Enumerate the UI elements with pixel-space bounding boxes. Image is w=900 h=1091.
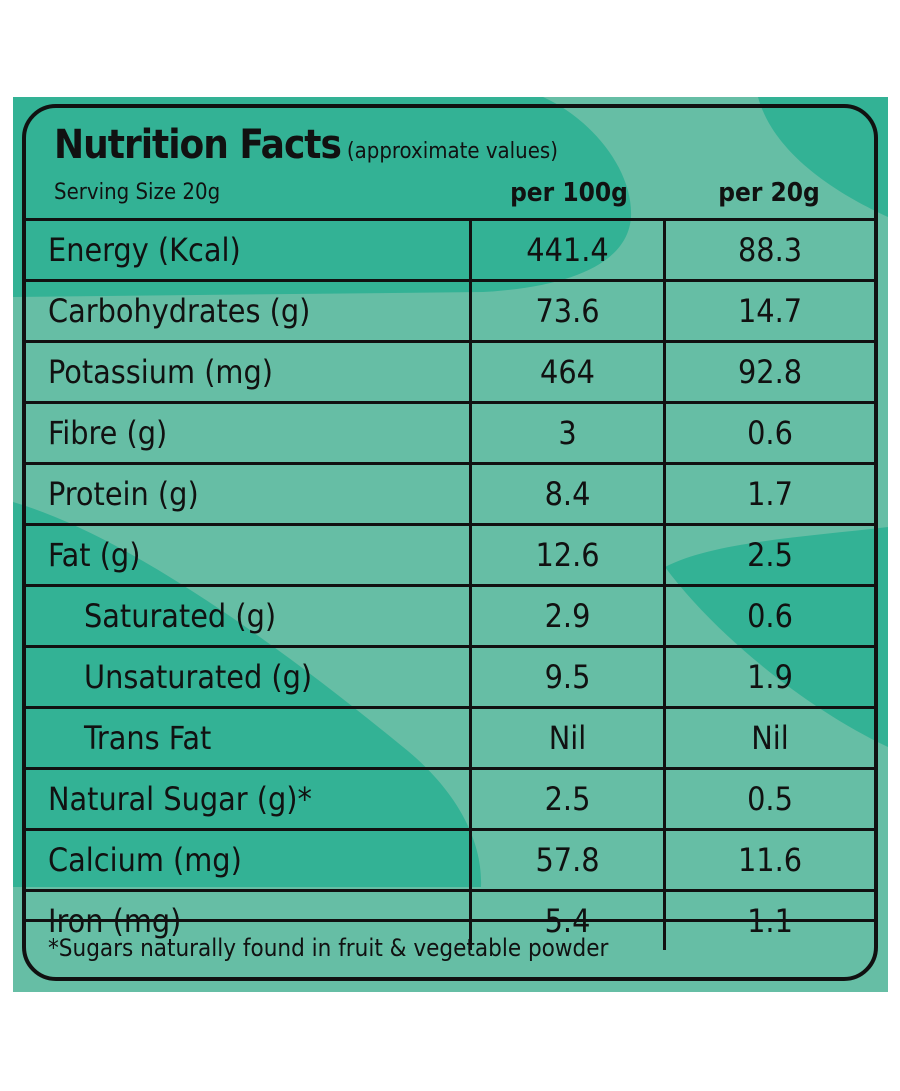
value-per-100g: 3 [472,404,666,462]
table-row: Protein (g) 8.4 1.7 [26,462,874,523]
value-per-100g: 9.5 [472,648,666,706]
value-per-20g: Nil [751,719,789,757]
nutrient-label: Calcium (mg) [26,831,472,889]
wave-shape-left-diagonal [13,502,482,887]
value-per-20g: 0.6 [747,414,793,452]
background-wave-shapes [13,97,888,887]
nutrient-label: Energy (Kcal) [26,221,472,279]
value-per-20g: 1.7 [747,475,793,513]
table-row: Carbohydrates (g) 73.6 14.7 [26,279,874,340]
nutrient-label: Saturated (g) [26,587,472,645]
table-row: Fat (g) 12.6 2.5 [26,523,874,584]
nutrient-label: Potassium (mg) [26,343,472,401]
subtitle: (approximate values) [346,139,558,164]
value-per-100g: 2.5 [472,770,666,828]
nutrient-label: Carbohydrates (g) [26,282,472,340]
value-per-100g: 441.4 [472,221,666,279]
value-per-100g: 57.8 [472,831,666,889]
table-row: Natural Sugar (g)* 2.5 0.5 [26,767,874,828]
table-row: Saturated (g) 2.9 0.6 [26,584,874,645]
nutrient-label: Protein (g) [26,465,472,523]
value-per-20g: 88.3 [737,231,803,269]
value-per-100g: 73.6 [472,282,666,340]
value-per-20g: 0.6 [747,597,793,635]
nutrition-facts-table: Nutrition Facts (approximate values) Serv… [22,104,878,981]
value-per-20g: 92.8 [737,353,803,391]
nutrient-label: Natural Sugar (g)* [26,770,472,828]
value-per-20g: 11.6 [737,841,803,879]
label-background [13,97,888,992]
column-header-per-20g: per 20g [718,178,820,208]
value-per-20g: 0.5 [747,780,793,818]
nutrient-label: Fibre (g) [26,404,472,462]
table-row: Potassium (mg) 464 92.8 [26,340,874,401]
title-row: Nutrition Facts (approximate values) [54,122,558,168]
value-per-100g: Nil [472,709,666,767]
value-per-100g: 2.9 [472,587,666,645]
value-per-100g: 12.6 [472,526,666,584]
table-row: Trans Fat Nil Nil [26,706,874,767]
value-per-100g: 464 [472,343,666,401]
value-per-20g: 2.5 [747,536,793,574]
value-per-100g: 8.4 [472,465,666,523]
nutrient-rows: Energy (Kcal) 441.4 88.3 Carbohydrates (… [26,218,874,950]
table-row: Calcium (mg) 57.8 11.6 [26,828,874,889]
wave-shape-top-left [13,97,632,297]
serving-size: Serving Size 20g [54,180,221,205]
value-per-20g: 14.7 [737,292,803,330]
nutrient-label: Unsaturated (g) [26,648,472,706]
footnote-divider [26,919,874,922]
nutrient-label: Trans Fat [26,709,472,767]
table-row: Energy (Kcal) 441.4 88.3 [26,218,874,279]
value-per-20g: 1.9 [747,658,793,696]
table-row: Fibre (g) 3 0.6 [26,401,874,462]
title: Nutrition Facts [54,122,342,168]
footnote: *Sugars naturally found in fruit & veget… [48,934,609,962]
column-header-per-100g: per 100g [510,178,628,208]
nutrient-label: Fat (g) [26,526,472,584]
wave-shape-right-middle [665,527,888,747]
table-row: Unsaturated (g) 9.5 1.9 [26,645,874,706]
